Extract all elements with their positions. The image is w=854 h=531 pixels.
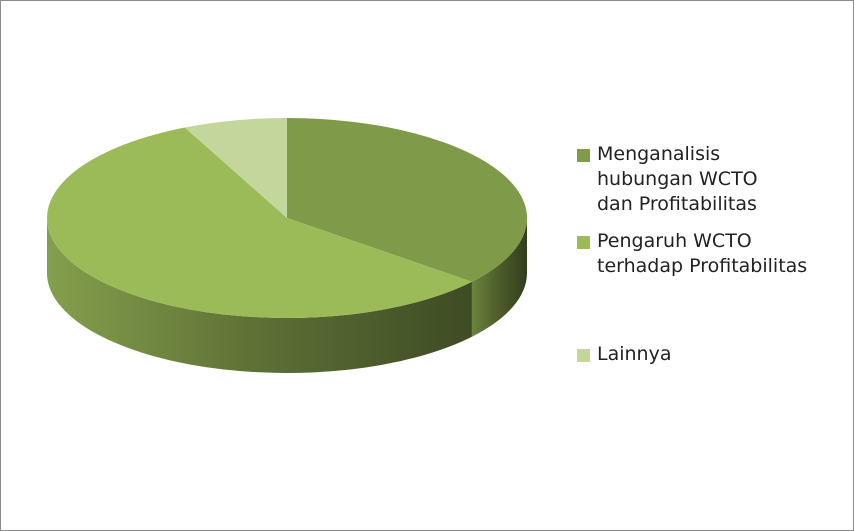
legend-swatch bbox=[577, 349, 590, 362]
legend-item: Pengaruh WCTO terhadap Profitabilitas bbox=[577, 229, 837, 279]
pie-side bbox=[47, 218, 472, 374]
legend-item: Menganalisis hubungan WCTO dan Profitabi… bbox=[577, 142, 837, 217]
legend-label: Pengaruh WCTO terhadap Profitabilitas bbox=[597, 230, 808, 277]
legend-label: Lainnya bbox=[597, 343, 672, 365]
legend-swatch bbox=[577, 236, 590, 249]
legend-swatch bbox=[577, 149, 590, 162]
legend-item: Lainnya bbox=[577, 342, 837, 367]
pie-slice bbox=[287, 118, 528, 282]
pie-slice bbox=[47, 127, 472, 318]
pie-slice bbox=[184, 118, 287, 218]
pie-side bbox=[471, 218, 527, 337]
legend-label: Menganalisis hubungan WCTO dan Profitabi… bbox=[597, 143, 758, 215]
